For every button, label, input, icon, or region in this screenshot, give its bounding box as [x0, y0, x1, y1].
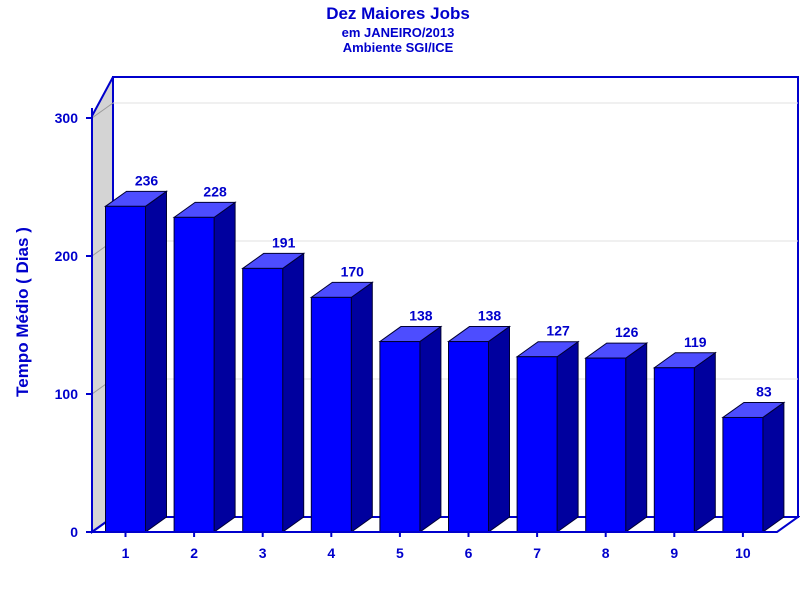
x-tick-label: 9 [670, 545, 678, 561]
y-axis-label: Tempo Médio ( Dias ) [13, 227, 32, 397]
bar-side [488, 325, 510, 533]
chart-title: Dez Maiores Jobs [326, 4, 470, 23]
y-tick-label: 200 [55, 248, 79, 264]
data-label: 236 [135, 172, 159, 188]
bar-10: 83 [721, 383, 786, 533]
bar-front [516, 356, 558, 533]
bar-side [282, 252, 305, 533]
x-tick-label: 4 [327, 545, 335, 561]
bar-front [448, 341, 489, 533]
x-tick-label: 6 [465, 545, 473, 561]
y-tick-label: 0 [70, 524, 78, 540]
bar-front [105, 205, 146, 533]
x-tick-label: 10 [735, 545, 751, 561]
y-tick-label: 300 [55, 110, 79, 126]
x-tick-label: 1 [122, 545, 130, 561]
bar-2: 228 [172, 183, 237, 533]
bar-side [556, 340, 579, 533]
y-axis: 0 100 200 300 [55, 108, 93, 540]
bar-6: 138 [446, 308, 512, 533]
data-label: 138 [478, 308, 502, 324]
bar-front [242, 267, 284, 533]
chart-title-group: Dez Maiores Jobs em JANEIRO/2013 Ambient… [326, 4, 470, 55]
bar-side [693, 351, 716, 533]
bar-side [625, 342, 648, 533]
data-label: 138 [409, 308, 433, 324]
x-tick-label: 8 [602, 545, 610, 561]
bar-5: 138 [378, 308, 443, 533]
bar-front [722, 416, 764, 533]
x-tick-label: 2 [190, 545, 198, 561]
x-axis: 1 2 3 4 5 6 7 8 9 10 [92, 531, 777, 561]
data-label: 83 [756, 383, 772, 399]
bar-side [145, 190, 167, 533]
bar-front [379, 341, 421, 533]
x-tick-label: 7 [533, 545, 541, 561]
bar-side [419, 325, 442, 533]
bar-front [585, 357, 627, 533]
bar-3: 191 [241, 234, 306, 533]
bar-front [310, 296, 352, 533]
x-tick-label: 5 [396, 545, 404, 561]
bar-front [173, 216, 215, 533]
data-label: 170 [341, 263, 365, 279]
data-label: 126 [615, 324, 639, 340]
wall-gridline [91, 102, 114, 119]
chart-subtitle-2: Ambiente SGI/ICE [343, 40, 454, 55]
data-label: 127 [546, 323, 570, 339]
bar-7: 127 [515, 323, 580, 533]
chart-subtitle: em JANEIRO/2013 [342, 25, 455, 40]
bar-side [350, 281, 373, 533]
bar-1: 236 [103, 172, 169, 533]
data-label: 119 [684, 334, 707, 350]
bar-9: 119 [652, 334, 717, 533]
bars: 236 228 191 170 138 138 127 126 119 83 [103, 172, 786, 533]
bar-4: 170 [309, 263, 374, 533]
bar-8: 126 [584, 324, 649, 533]
bar-side [213, 201, 236, 533]
data-label: 191 [272, 234, 296, 250]
bar-side [762, 401, 785, 533]
x-tick-label: 3 [259, 545, 267, 561]
bar-front [653, 367, 695, 533]
y-tick-label: 100 [55, 386, 79, 402]
data-label: 228 [203, 183, 227, 199]
